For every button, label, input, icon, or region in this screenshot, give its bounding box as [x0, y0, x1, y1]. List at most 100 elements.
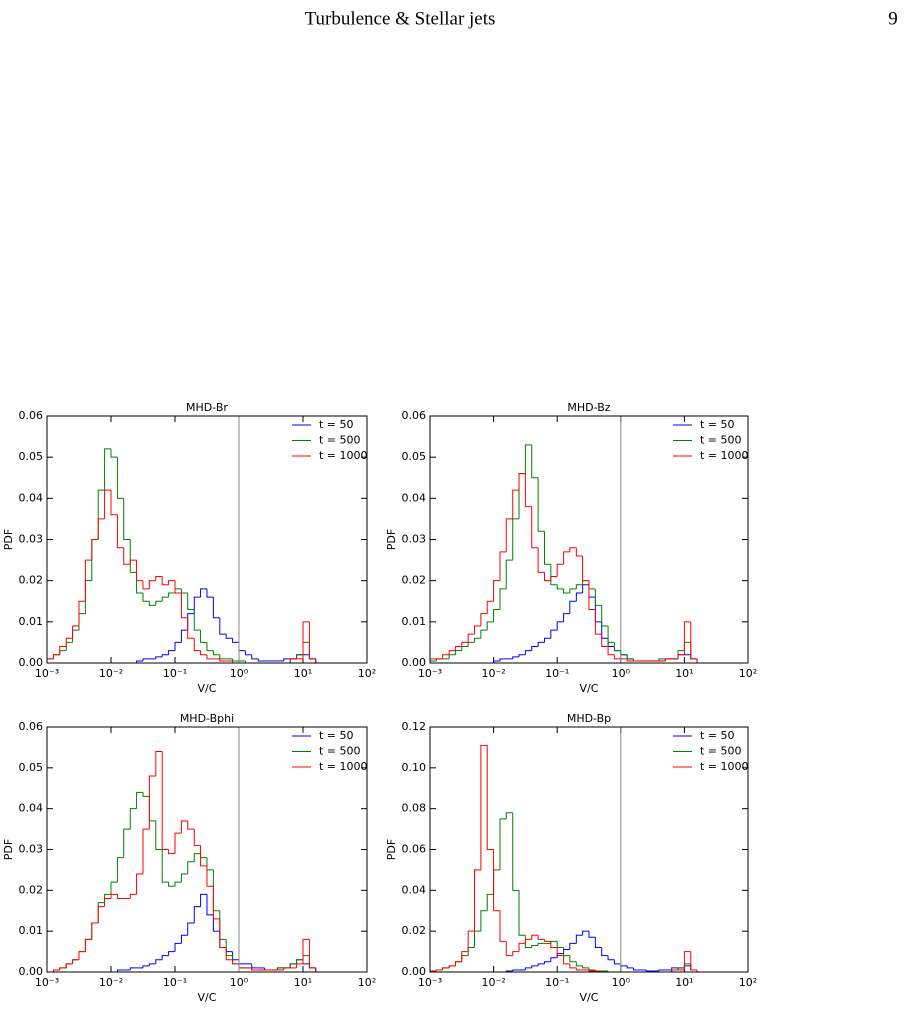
hist-step — [97, 902, 105, 923]
x-axis-label: V/C — [580, 682, 599, 695]
x-tick-label: 10⁰ — [612, 667, 631, 680]
hist-step — [575, 961, 583, 967]
hist-step — [161, 596, 169, 602]
hist-step — [136, 560, 143, 582]
hist-step — [474, 869, 481, 932]
hist-step — [238, 963, 246, 969]
hist-step — [232, 951, 239, 961]
hist-step — [435, 969, 443, 971]
hist-step — [200, 588, 207, 598]
hist-step — [136, 873, 143, 895]
hist-step — [588, 931, 596, 938]
hist-step — [206, 894, 214, 916]
hist-step — [569, 600, 577, 614]
hist-step — [136, 660, 143, 663]
y-axis-label: PDF — [385, 839, 398, 860]
y-tick-label: 0.04 — [402, 883, 427, 896]
hist-step — [461, 955, 469, 962]
hist-step — [200, 845, 207, 867]
hist-step — [142, 580, 150, 590]
hist-step — [550, 941, 558, 948]
hist-step — [505, 518, 513, 552]
hist-step — [537, 935, 545, 940]
hist-step — [607, 970, 615, 972]
hist-step — [180, 629, 188, 643]
hist-step — [72, 959, 79, 964]
hist-step — [315, 658, 323, 663]
y-tick-label: 0.05 — [19, 450, 44, 463]
hist-step — [65, 641, 73, 651]
hist-step — [180, 820, 188, 834]
y-tick-label: 0.03 — [19, 533, 44, 546]
hist-step — [251, 654, 259, 660]
hist-step — [486, 621, 494, 631]
hist-step — [518, 942, 526, 952]
hist-step — [104, 898, 111, 907]
hist-step — [658, 969, 666, 971]
hist-step — [645, 969, 653, 972]
hist-step — [212, 597, 220, 619]
hist-step — [550, 564, 558, 586]
hist-step — [244, 650, 252, 656]
hist-step — [582, 584, 589, 594]
hist-step — [448, 965, 456, 968]
hist-step — [251, 967, 259, 971]
x-tick-label: 10⁻³ — [418, 667, 442, 680]
hist-step — [200, 650, 207, 656]
hist-step — [129, 808, 137, 830]
hist-step — [461, 641, 469, 647]
hist-step — [690, 654, 698, 660]
hist-step — [187, 820, 195, 830]
hist-step — [161, 849, 169, 883]
x-tick-label: 10¹ — [294, 667, 312, 680]
hist-step — [601, 634, 609, 648]
hist-step — [582, 965, 589, 969]
hist-step — [524, 938, 532, 944]
hist-step — [613, 646, 621, 652]
hist-step — [193, 609, 201, 631]
hist-step — [531, 934, 539, 940]
hist-step — [518, 654, 526, 657]
hist-step — [219, 654, 227, 660]
hist-step — [104, 489, 111, 519]
y-tick-label: 0.02 — [19, 574, 44, 587]
hist-step — [594, 609, 602, 635]
hist-step — [696, 658, 704, 663]
hist-step — [97, 518, 105, 540]
hist-step — [257, 658, 265, 662]
hist-step — [430, 970, 437, 972]
hist-step — [550, 629, 558, 639]
hist-step — [493, 849, 500, 912]
x-tick-label: 10² — [739, 976, 757, 989]
hist-step — [78, 951, 86, 960]
hist-step — [601, 605, 609, 627]
x-tick-label: 10⁻² — [99, 667, 123, 680]
hist-step — [696, 969, 704, 972]
hist-step — [129, 559, 137, 565]
hist-step — [212, 886, 220, 920]
hist-step — [129, 539, 137, 573]
hist-step — [499, 588, 507, 610]
hist-step — [690, 621, 698, 660]
hist-step — [219, 918, 227, 948]
x-tick-label: 10⁻² — [481, 667, 505, 680]
hist-step — [607, 646, 615, 656]
hist-step — [200, 853, 207, 859]
hist-step — [480, 613, 488, 626]
x-tick-label: 10⁻¹ — [163, 667, 187, 680]
y-axis-label: PDF — [2, 529, 15, 550]
hist-step — [671, 967, 679, 970]
hist-step — [505, 941, 513, 957]
hist-step — [683, 965, 691, 968]
hist-step — [174, 580, 182, 594]
hist-step — [91, 539, 99, 561]
hist-step — [65, 963, 73, 968]
hist-step — [142, 828, 150, 874]
hist-step — [174, 832, 182, 854]
hist-step — [302, 621, 310, 659]
hist-step — [315, 658, 323, 663]
hist-step — [512, 656, 520, 659]
plot-area — [430, 444, 748, 663]
hist-step — [607, 625, 615, 643]
y-tick-label: 0.00 — [19, 965, 44, 978]
